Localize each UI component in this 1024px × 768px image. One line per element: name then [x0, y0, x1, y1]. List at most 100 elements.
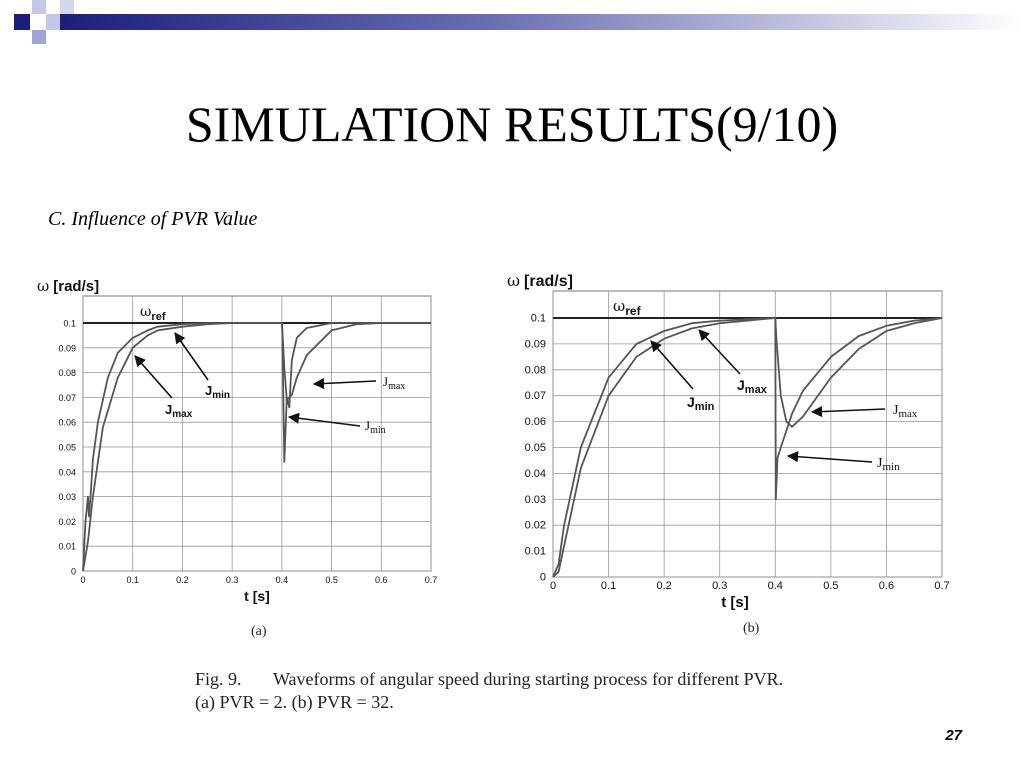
caption-line2: (a) PVR = 2. (b) PVR = 32. [195, 692, 394, 712]
header-gradient-bar [60, 14, 1024, 30]
annotation-label-min: Jmin [877, 456, 900, 473]
annotation-subscript: min [370, 425, 386, 436]
y-tick-label: 0.05 [58, 443, 76, 453]
y-tick-label: 0.1 [531, 313, 546, 325]
annotation-label-min: Jmin [687, 394, 715, 413]
annotation-base: J [687, 394, 695, 410]
y-tick-label: 0 [540, 572, 546, 584]
y-tick-label: 0.04 [525, 468, 546, 480]
y-axis-symbol: ω [507, 271, 520, 290]
annotation-subscript: min [695, 401, 715, 413]
y-tick-label: 0.06 [58, 418, 76, 428]
x-axis-label: t [s] [244, 588, 270, 604]
annotation-arrow [134, 355, 173, 399]
y-tick-label: 0.08 [58, 368, 76, 378]
annotation-subscript: max [172, 409, 192, 420]
annotation-subscript: max [898, 408, 917, 420]
y-tick-label: 0 [71, 567, 76, 577]
y-axis-symbol: ω [37, 277, 49, 295]
annotation-label-max: Jmax [893, 403, 918, 420]
y-tick-label: 0.09 [58, 343, 76, 353]
chart-b-sublabel: (b) [743, 621, 760, 636]
annotation-base: J [893, 403, 899, 418]
annotation-base: J [205, 383, 212, 398]
y-tick-label: 0.09 [525, 338, 546, 350]
annotation-arrow [810, 405, 886, 418]
annotation-arrow [786, 451, 873, 463]
x-tick-label: 0.2 [656, 580, 671, 592]
plot-frame [552, 290, 943, 578]
x-tick-label: 0.1 [126, 575, 139, 585]
x-tick-label: 0.7 [934, 580, 949, 592]
y-tick-label: 0.07 [58, 393, 76, 403]
annotation-label-max: Jmax [165, 402, 193, 420]
y-tick-label: 0.03 [58, 492, 76, 502]
annotation-subscript: min [882, 461, 900, 473]
annotation-base: J [365, 418, 370, 433]
caption-fig-number: Fig. 9. [195, 669, 242, 689]
reference-label: ωref [140, 304, 166, 323]
y-tick-label: 0.04 [58, 467, 76, 477]
series-line-jmax [552, 317, 943, 578]
annotation-arrow [312, 377, 377, 390]
annotation-arrow [650, 340, 694, 390]
y-tick-label: 0.08 [525, 364, 546, 376]
slide-subtitle: C. Influence of PVR Value [48, 208, 258, 230]
annotation-base: J [383, 374, 388, 389]
y-tick-label: 0.06 [525, 416, 546, 428]
deco-square-light-3 [32, 30, 46, 44]
x-tick-label: 0.5 [823, 580, 838, 592]
x-axis-label: t [s] [721, 594, 749, 611]
reference-subscript: ref [625, 304, 641, 318]
annotation-base: J [877, 456, 883, 471]
header-decoration [14, 0, 1024, 44]
x-tick-label: 0.1 [601, 580, 616, 592]
y-tick-label: 0.03 [525, 494, 546, 506]
deco-square-dark-1 [14, 14, 30, 30]
annotation-label-min: Jmin [365, 418, 386, 436]
deco-square-light-1 [32, 0, 46, 14]
y-axis-label: ω [rad/s] [507, 271, 573, 290]
annotation-base: J [165, 402, 172, 417]
page-number: 27 [945, 727, 962, 744]
annotation-subscript: min [212, 390, 230, 401]
chart-a-sublabel: (a) [251, 624, 267, 639]
x-tick-label: 0.4 [276, 575, 289, 585]
y-tick-label: 0.07 [525, 390, 546, 402]
y-tick-label: 0.02 [525, 520, 546, 532]
caption-text: Waveforms of angular speed during starti… [273, 669, 784, 689]
x-tick-label: 0.4 [768, 580, 783, 592]
deco-square-light-2 [46, 14, 60, 30]
reference-symbol: ω [613, 297, 625, 315]
x-tick-label: 0 [550, 580, 556, 592]
x-tick-label: 0.3 [226, 575, 239, 585]
series-line-jmax [82, 322, 431, 572]
annotation-arrow [698, 329, 741, 375]
annotation-base: J [737, 377, 745, 393]
annotation-label-max: Jmax [737, 377, 768, 396]
y-tick-label: 0.01 [58, 542, 76, 552]
annotation-label-max: Jmax [383, 374, 405, 392]
x-tick-label: 0.5 [325, 575, 338, 585]
y-tick-label: 0.01 [525, 546, 546, 558]
y-axis-unit: [rad/s] [53, 278, 99, 295]
y-axis-label: ω [rad/s] [37, 277, 99, 295]
x-tick-label: 0.6 [879, 580, 894, 592]
x-tick-label: 0.3 [712, 580, 727, 592]
annotation-arrow [287, 412, 361, 427]
annotation-label-min: Jmin [205, 383, 230, 401]
y-tick-label: 0.1 [63, 319, 76, 329]
reference-label: ωref [613, 297, 642, 318]
slide-title: SIMULATION RESULTS(9/10) [185, 96, 839, 152]
y-axis-unit: [rad/s] [524, 273, 573, 290]
figure-caption: Fig. 9. Waveforms of angular speed during… [195, 668, 783, 714]
x-tick-label: 0 [80, 575, 85, 585]
x-tick-label: 0.2 [176, 575, 189, 585]
y-tick-label: 0.02 [58, 517, 76, 527]
deco-square-light-4 [60, 0, 74, 14]
reference-subscript: ref [151, 311, 165, 323]
reference-symbol: ω [140, 304, 151, 320]
x-tick-label: 0.7 [425, 575, 438, 585]
